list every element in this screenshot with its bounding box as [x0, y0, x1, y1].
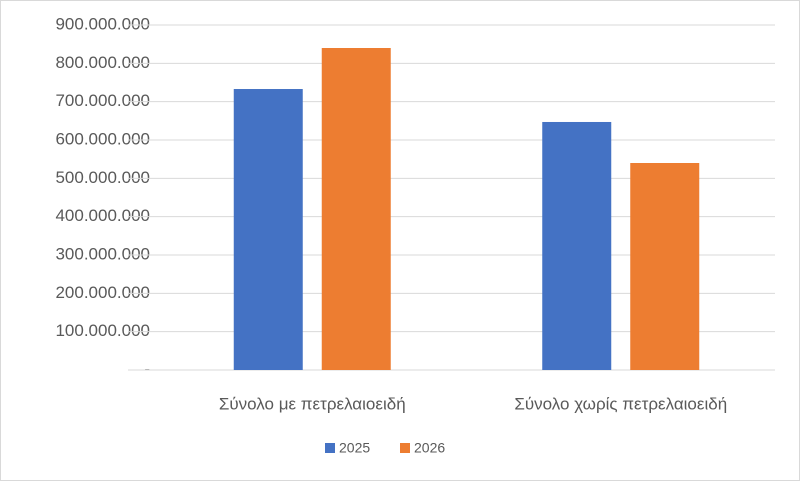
legend-swatch	[400, 443, 410, 453]
y-tick-label: 200.000.000	[55, 283, 150, 302]
x-tick-label: Σύνολο με πετρελαιοειδή	[219, 394, 406, 413]
y-tick-label: -	[144, 359, 150, 378]
bar	[630, 163, 700, 370]
y-tick-label: 300.000.000	[55, 244, 150, 263]
y-tick-label: 400.000.000	[55, 206, 150, 225]
y-tick-label: 800.000.000	[55, 53, 150, 72]
x-tick-label: Σύνολο χωρίς πετρελαιοειδή	[514, 394, 727, 413]
y-tick-label: 900.000.000	[55, 14, 150, 33]
legend-label: 2025	[339, 440, 370, 456]
y-tick-label: 500.000.000	[55, 168, 150, 187]
legend-swatch	[325, 443, 335, 453]
bar	[321, 48, 391, 370]
bar	[542, 121, 612, 370]
y-tick-label: 700.000.000	[55, 91, 150, 110]
y-tick-label: 100.000.000	[55, 321, 150, 340]
legend-label: 2026	[414, 440, 445, 456]
y-tick-label: 600.000.000	[55, 129, 150, 148]
bar	[233, 89, 303, 371]
